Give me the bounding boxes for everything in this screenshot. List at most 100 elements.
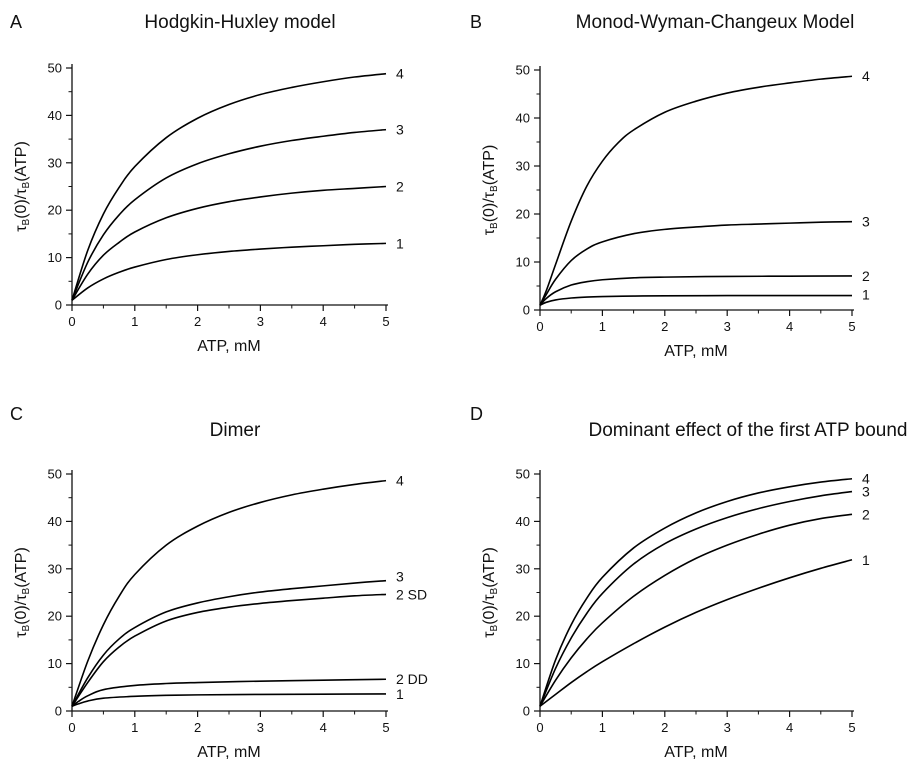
y-tick-label: 40 — [48, 514, 62, 529]
y-tick-label: 10 — [516, 255, 530, 270]
series-line — [539, 275, 853, 306]
y-tick-label: 30 — [48, 155, 62, 170]
axes-frame — [534, 470, 854, 717]
y-axis-label: τB(0)/τB(ATP) — [13, 141, 32, 232]
x-tick-label: 3 — [257, 314, 264, 329]
y-axis-label-sub: B — [489, 222, 500, 229]
x-axis-label: ATP, mM — [664, 744, 727, 761]
series-label: 3 — [862, 484, 870, 500]
y-tick-label: 20 — [48, 203, 62, 218]
y-tick-label: 30 — [48, 561, 62, 576]
series-line — [71, 593, 387, 707]
series-label: 4 — [396, 473, 404, 489]
y-axis-label-tau2: τ — [13, 594, 30, 601]
y-tick-label: 30 — [516, 561, 530, 576]
y-axis-label-end: (ATP) — [13, 547, 30, 588]
y-axis-label-tau: τ — [481, 631, 498, 638]
series-label: 1 — [396, 686, 404, 702]
y-axis-label-end: (ATP) — [13, 141, 30, 182]
series-line — [71, 479, 387, 707]
y-axis-label-tau: τ — [13, 225, 30, 232]
series-line — [71, 72, 387, 301]
panel-letter: C — [10, 404, 23, 424]
series-label: 3 — [396, 122, 404, 138]
series-line — [539, 559, 853, 707]
series-line — [539, 220, 853, 306]
series-label: 2 — [862, 268, 870, 284]
series-line — [71, 185, 387, 301]
y-axis-label-sub: B — [489, 624, 500, 631]
series-label: 4 — [862, 68, 870, 84]
y-axis-label-sub2: B — [21, 181, 32, 188]
x-tick-label: 4 — [786, 319, 793, 334]
x-tick-label: 3 — [257, 720, 264, 735]
y-axis-label-sub2: B — [489, 185, 500, 192]
y-axis-label-mid: (0)/ — [481, 198, 498, 223]
y-axis-label-end: (ATP) — [481, 547, 498, 588]
y-tick-label: 40 — [516, 111, 530, 126]
y-tick-label: 50 — [48, 467, 62, 482]
chart-title: Hodgkin-Huxley model — [144, 12, 335, 33]
x-tick-label: 0 — [536, 319, 543, 334]
y-tick-label: 10 — [48, 656, 62, 671]
y-axis-label-tau2: τ — [481, 191, 498, 198]
y-axis-label: τB(0)/τB(ATP) — [481, 547, 500, 638]
x-tick-label: 5 — [382, 314, 389, 329]
y-tick-label: 0 — [523, 303, 530, 318]
y-axis-label-mid: (0)/ — [481, 600, 498, 625]
series-line — [71, 579, 387, 707]
y-axis-label-end: (ATP) — [481, 145, 498, 186]
axes-frame — [534, 66, 854, 316]
x-tick-label: 4 — [320, 720, 327, 735]
x-tick-label: 3 — [724, 720, 731, 735]
y-axis-label-sub: B — [21, 624, 32, 631]
series-label: 4 — [396, 66, 404, 82]
x-tick-label: 2 — [194, 720, 201, 735]
y-axis-label-mid: (0)/ — [13, 600, 30, 625]
y-axis-label: τB(0)/τB(ATP) — [13, 547, 32, 638]
axes-frame — [66, 470, 388, 717]
x-tick-label: 1 — [131, 720, 138, 735]
x-tick-label: 1 — [599, 319, 606, 334]
x-tick-label: 5 — [848, 319, 855, 334]
x-tick-label: 0 — [68, 720, 75, 735]
panel-letter: D — [470, 404, 483, 424]
series-line — [71, 678, 387, 707]
x-tick-label: 2 — [661, 720, 668, 735]
chart-title: Monod-Wyman-Changeux Model — [576, 12, 855, 33]
x-tick-label: 2 — [194, 314, 201, 329]
y-axis-label-sub: B — [21, 218, 32, 225]
x-axis-label: ATP, mM — [197, 744, 260, 761]
y-tick-label: 30 — [516, 159, 530, 174]
x-tick-label: 3 — [724, 319, 731, 334]
y-tick-label: 40 — [516, 514, 530, 529]
series-label: 1 — [396, 235, 404, 251]
series-line — [539, 477, 853, 707]
x-tick-label: 4 — [786, 720, 793, 735]
series-label: 3 — [396, 569, 404, 585]
y-tick-label: 50 — [48, 61, 62, 76]
series-label: 1 — [862, 287, 870, 303]
x-tick-label: 4 — [320, 314, 327, 329]
y-tick-label: 40 — [48, 108, 62, 123]
series-line — [539, 294, 852, 306]
chart-title: Dimer — [210, 420, 261, 441]
y-axis-label-tau2: τ — [481, 594, 498, 601]
y-axis-label-tau: τ — [13, 631, 30, 638]
series-label: 4 — [862, 471, 870, 487]
series-label: 2 DD — [396, 671, 428, 687]
series-label: 3 — [862, 214, 870, 230]
x-tick-label: 2 — [661, 319, 668, 334]
y-axis-label-tau: τ — [481, 228, 498, 235]
series-line — [71, 128, 387, 301]
series-line — [71, 242, 387, 301]
series-label: 2 — [396, 179, 404, 195]
panel-letter: A — [10, 12, 22, 32]
x-tick-label: 0 — [536, 720, 543, 735]
y-axis-label-sub2: B — [489, 587, 500, 594]
y-tick-label: 50 — [516, 467, 530, 482]
x-tick-label: 0 — [68, 314, 75, 329]
